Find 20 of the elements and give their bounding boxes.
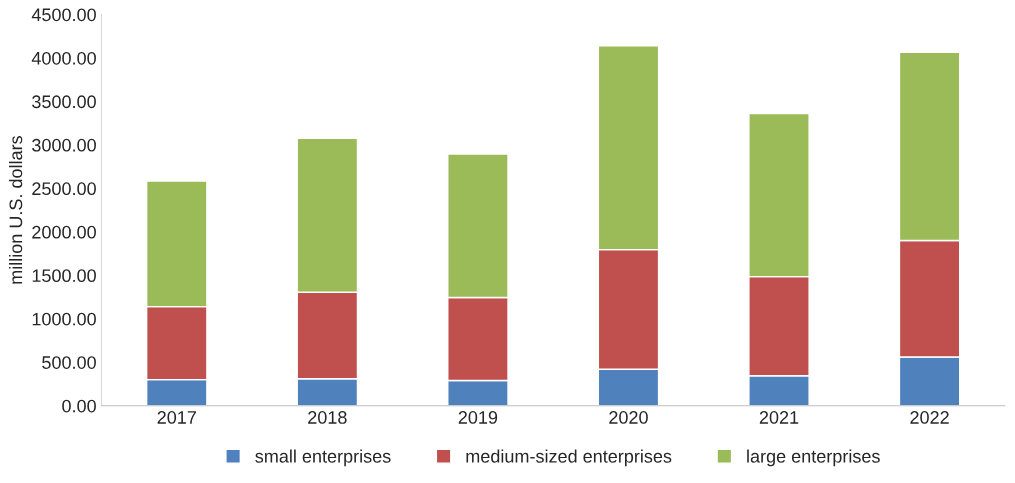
x-tick-label: 2018 xyxy=(308,411,347,424)
y-tick-label: 4000.00 xyxy=(31,51,96,65)
x-tick-label: 2021 xyxy=(759,411,799,424)
legend-label: small enterprises xyxy=(255,449,391,467)
y-axis-title: million U.S. dollars xyxy=(8,136,23,284)
y-tick-label: 3000.00 xyxy=(32,138,96,152)
x-tick-label: 2022 xyxy=(910,411,949,424)
y-tick-label: 500.00 xyxy=(42,356,96,369)
x-tick-label: 2017 xyxy=(157,411,196,424)
x-tick-label: 2020 xyxy=(609,411,648,424)
legend-label: large enterprises xyxy=(747,449,880,467)
legend-label: medium-sized enterprises xyxy=(466,449,672,467)
y-tick-label: 2000.00 xyxy=(32,225,96,239)
x-tick-label: 2019 xyxy=(458,411,498,424)
y-tick-label: 1000.00 xyxy=(32,312,96,326)
y-tick-label: 4500.00 xyxy=(31,8,96,22)
y-tick-label: 3500.00 xyxy=(32,95,96,109)
y-tick-label: 2500.00 xyxy=(32,182,96,196)
y-tick-label: 0.00 xyxy=(62,399,96,413)
y-tick-label: 1500.00 xyxy=(32,269,96,283)
